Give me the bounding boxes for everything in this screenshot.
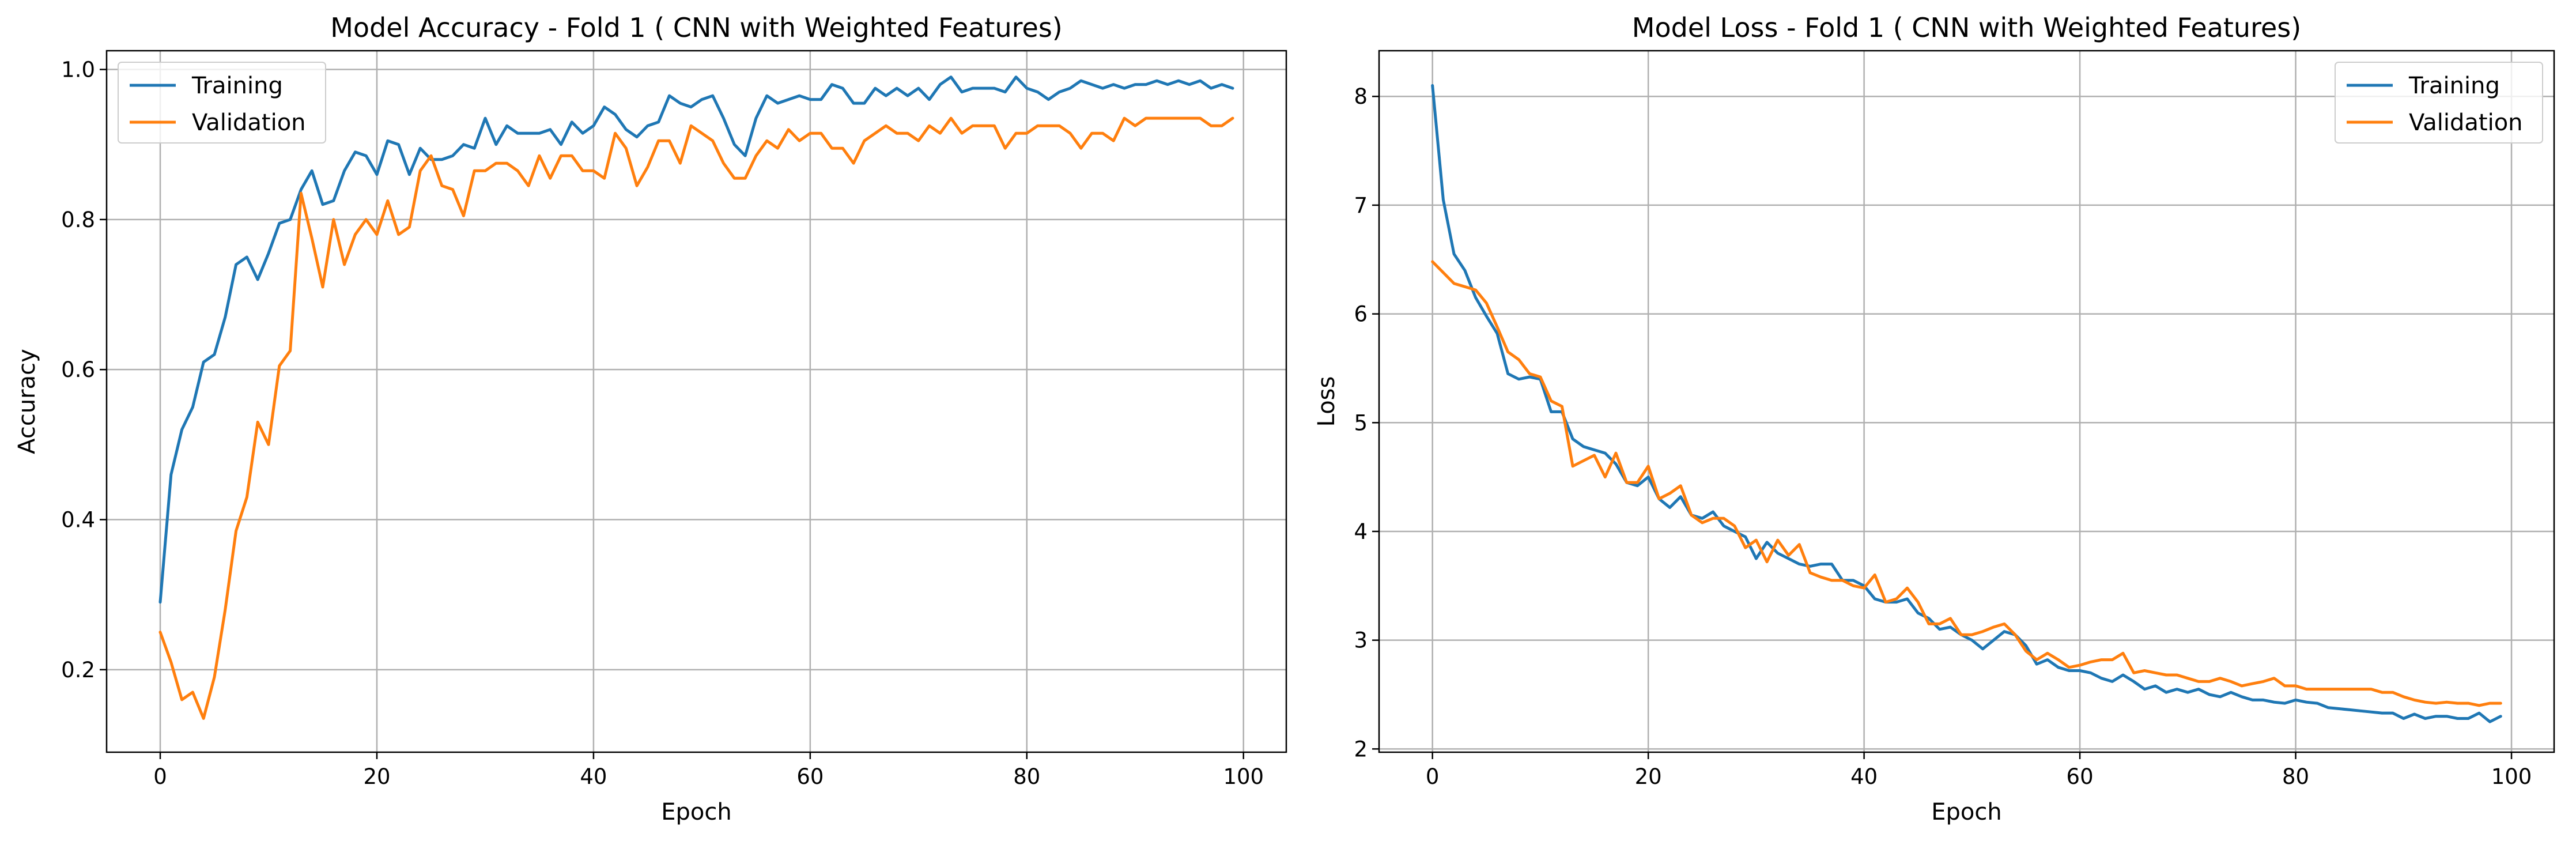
accuracy-y-tick-label: 0.6: [61, 357, 95, 382]
loss-x-tick-label: 0: [1426, 764, 1440, 789]
loss-lines: [1431, 84, 2502, 723]
loss-x-tick-label: 40: [1850, 764, 1878, 789]
accuracy-y-tick-label: 0.8: [61, 208, 95, 232]
accuracy-chart-title: Model Accuracy - Fold 1 ( CNN with Weigh…: [330, 12, 1063, 43]
loss-x-tick-label: 100: [2491, 764, 2532, 789]
loss-chart: 0 20 40 60 80 100 2 3 4 5 6 7 8 Model Loss - Fold 1 …: [1313, 12, 2555, 825]
accuracy-x-tick-label: 60: [796, 764, 824, 789]
accuracy-y-tick-label: 0.2: [61, 658, 95, 682]
accuracy-y-tick-label: 0.4: [61, 508, 95, 533]
loss-y-tick-label: 3: [1354, 628, 1368, 653]
accuracy-legend-training-label: Training: [191, 73, 283, 99]
loss-y-tick-label: 2: [1354, 737, 1368, 761]
accuracy-x-tick-label: 100: [1223, 764, 1264, 789]
loss-y-tick-label: 8: [1354, 84, 1368, 109]
loss-y-axis-label: Loss: [1313, 376, 1340, 427]
accuracy-training-line: [158, 76, 1234, 604]
accuracy-x-axis-label: Epoch: [661, 799, 731, 825]
loss-legend-validation-label: Validation: [2409, 110, 2523, 136]
accuracy-validation-line: [158, 116, 1234, 720]
loss-validation-line: [1431, 260, 2502, 707]
accuracy-ticks: 0 20 40 60 80 100 0.2 0.4 0.6 0.8 1.0: [61, 58, 1264, 789]
accuracy-y-tick-label: 1.0: [61, 58, 95, 82]
loss-ticks: 0 20 40 60 80 100 2 3 4 5 6 7 8: [1354, 84, 2532, 789]
loss-x-tick-label: 80: [2282, 764, 2309, 789]
accuracy-x-tick-label: 40: [580, 764, 607, 789]
loss-chart-title: Model Loss - Fold 1 ( CNN with Weighted …: [1632, 12, 2301, 43]
loss-plot-frame: [1378, 50, 2555, 753]
loss-y-tick-label: 5: [1354, 410, 1368, 435]
accuracy-legend-validation-label: Validation: [192, 110, 306, 136]
loss-x-tick-label: 60: [2067, 764, 2094, 789]
accuracy-lines: [158, 76, 1234, 720]
loss-y-tick-label: 7: [1354, 193, 1368, 218]
loss-x-axis-label: Epoch: [1931, 799, 2001, 825]
loss-x-tick-label: 20: [1635, 764, 1662, 789]
accuracy-y-axis-label: Accuracy: [14, 349, 40, 454]
accuracy-plot-frame: [105, 50, 1287, 753]
accuracy-grid: [107, 51, 1286, 752]
accuracy-chart: 0 20 40 60 80 100 0.2 0.4 0.6 0.8 1.0 Model Accura…: [14, 12, 1287, 825]
accuracy-x-tick-label: 0: [153, 764, 167, 789]
loss-training-line: [1431, 84, 2502, 723]
loss-legend-training-label: Training: [2408, 73, 2500, 99]
accuracy-x-tick-label: 20: [363, 764, 390, 789]
loss-legend: Training Validation: [2335, 62, 2543, 144]
loss-grid: [1379, 51, 2554, 752]
loss-y-tick-label: 4: [1354, 519, 1368, 544]
accuracy-legend: Training Validation: [118, 62, 326, 144]
loss-y-tick-label: 6: [1354, 302, 1368, 327]
accuracy-x-tick-label: 80: [1013, 764, 1040, 789]
